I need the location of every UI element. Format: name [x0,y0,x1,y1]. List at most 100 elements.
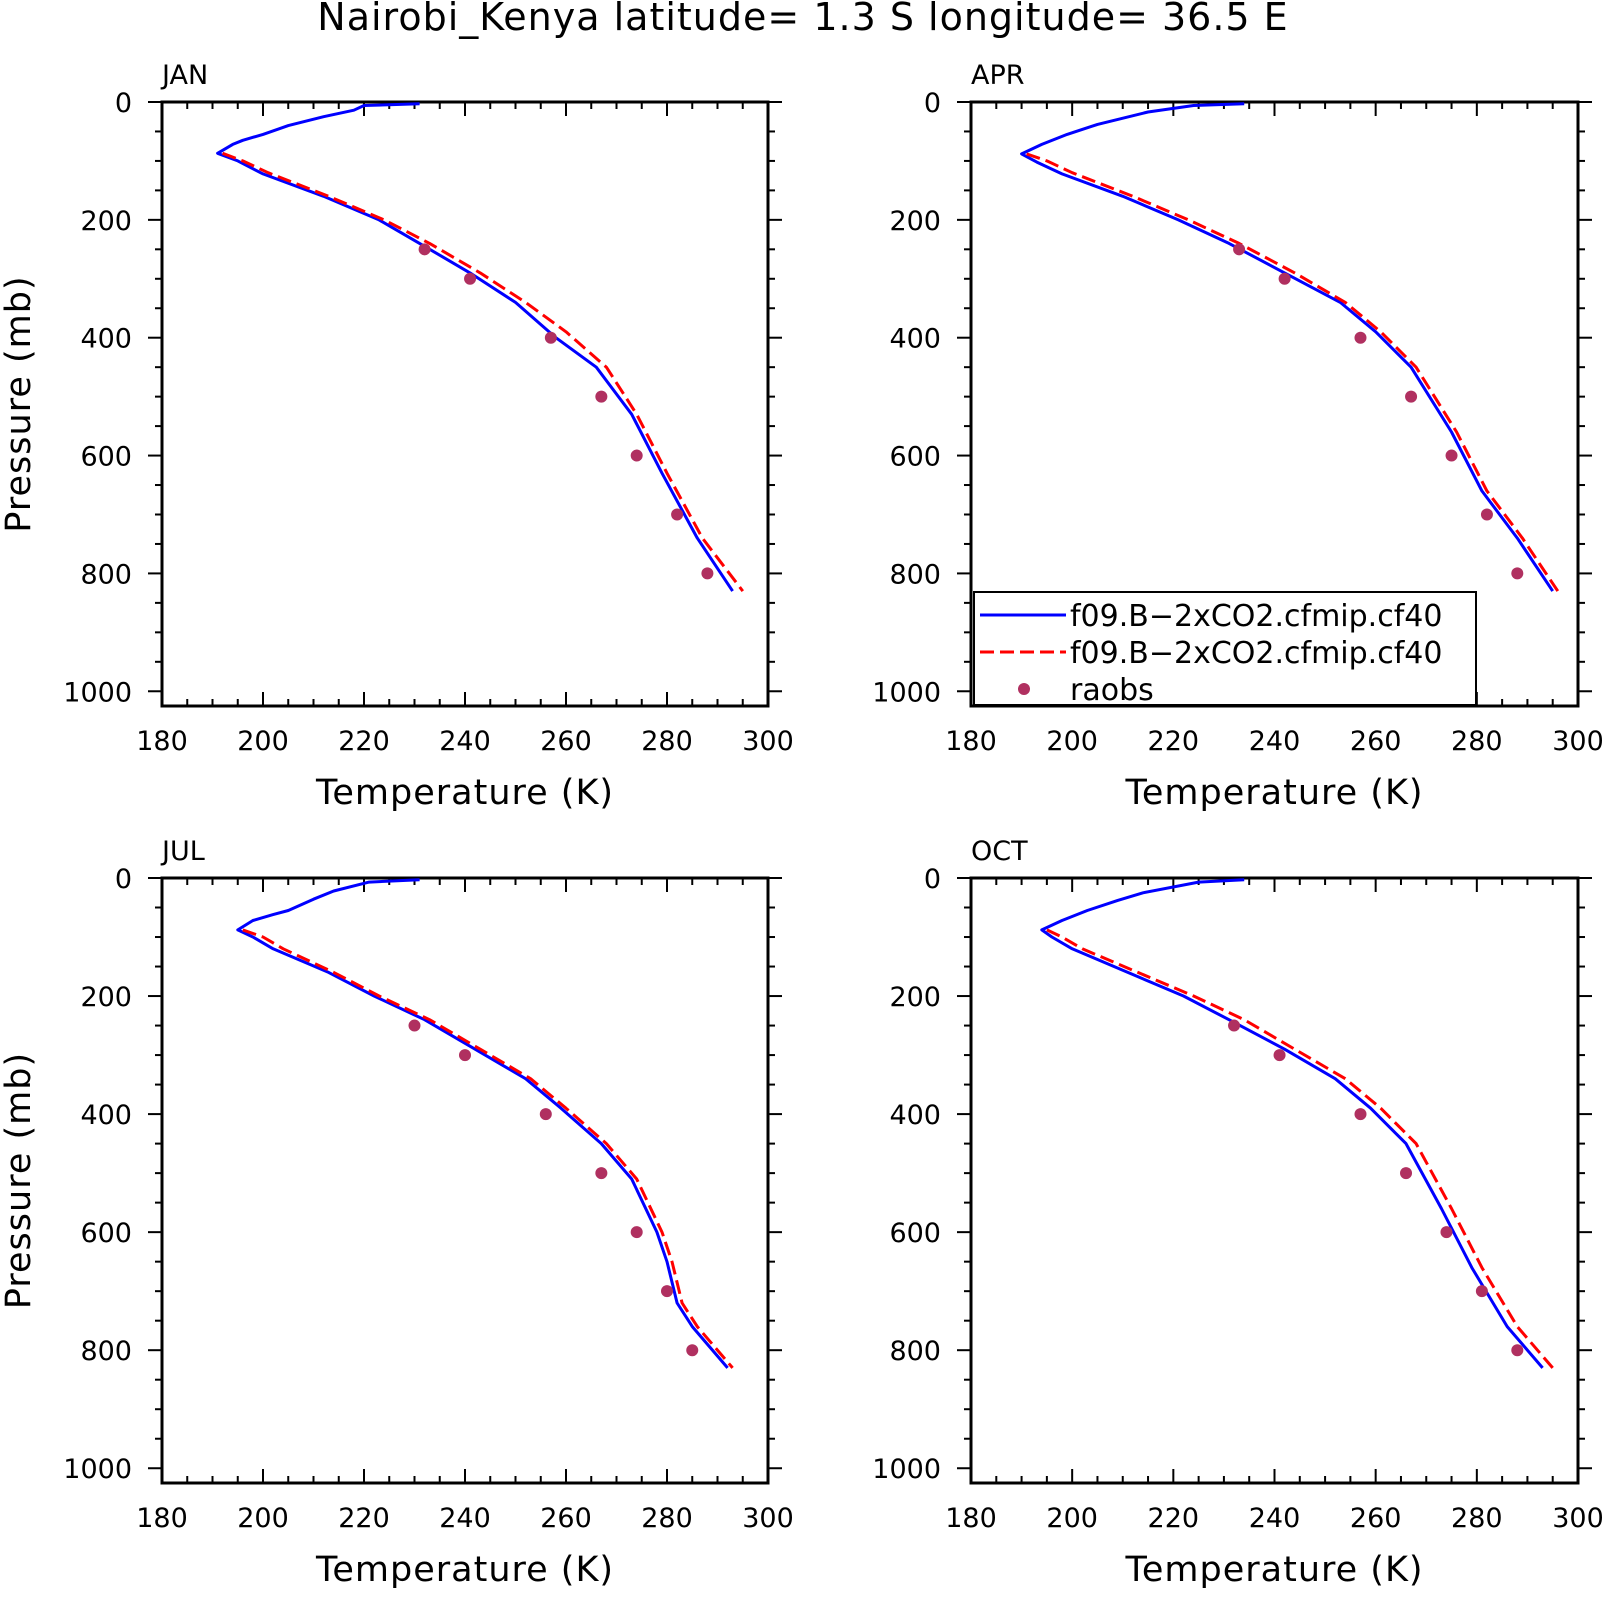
x-tick-label: 280 [641,726,693,757]
x-tick-label: 180 [945,726,997,757]
raobs-marker [544,331,557,344]
raobs-marker [661,1285,673,1298]
y-tick-label: 400 [80,324,132,355]
x-tick-label: 240 [1249,726,1301,757]
legend-marker [1018,683,1030,695]
x-tick-label: 300 [742,726,794,757]
raobs-marker [595,390,608,403]
legend-label: f09.B−2xCO2.cfmip.cf40 [1070,636,1442,671]
panel-label: JAN [160,60,208,91]
legend-label: raobs [1070,673,1154,708]
x-tick-label: 240 [439,726,491,757]
y-tick-label: 200 [80,206,132,237]
raobs-marker [1511,567,1524,580]
x-tick-label: 280 [1451,1503,1503,1534]
y-tick-label: 800 [80,1336,132,1367]
plot-frame [160,876,770,1485]
legend-label: f09.B−2xCO2.cfmip.cf40 [1070,599,1442,634]
raobs-marker [671,508,684,521]
raobs-marker [1475,1285,1488,1298]
raobs-marker [464,272,477,285]
x-tick-label: 240 [1249,1503,1301,1534]
raobs-marker [630,1226,643,1239]
raobs-marker [595,1167,608,1180]
series-line-dashed [1026,152,1560,592]
raobs-marker [1480,508,1493,521]
raobs-marker [418,243,431,256]
raobs-marker [1278,272,1291,285]
y-tick-label: 600 [80,442,132,473]
raobs-marker [1354,331,1367,344]
y-tick-label: 0 [924,864,941,895]
y-tick-label: 800 [889,559,941,590]
series-line-solid [1020,102,1554,592]
plot-frame [160,100,770,708]
y-tick-label: 400 [80,1100,132,1131]
x-tick-label: 200 [237,726,289,757]
raobs-marker [1440,1226,1453,1239]
x-tick-label: 260 [1350,1503,1402,1534]
raobs-marker [539,1108,552,1121]
panel-jan: 180 200 220 240 260 280 300 0 200 400 600 800 1000 Te… [0,60,794,813]
series-line-dashed [1046,928,1554,1369]
x-tick-label: 260 [540,726,592,757]
x-tick-label: 280 [1451,726,1503,757]
figure-title: Nairobi_Kenya latitude= 1.3 S longitude=… [317,0,1288,39]
y-tick-label: 200 [80,982,132,1013]
x-axis-title: Temperature (K) [1124,1550,1423,1590]
y-tick-label: 1000 [63,677,132,708]
y-tick-label: 600 [889,442,941,473]
y-tick-label: 600 [889,1218,941,1249]
y-axis-title: Pressure (mb) [0,1052,39,1309]
raobs-marker [1273,1049,1286,1062]
series-line-dashed [222,151,744,593]
y-tick-label: 1000 [872,677,941,708]
x-tick-label: 280 [641,1503,693,1534]
panels: 180 200 220 240 260 280 300 0 200 400 600 800 1000 Te… [0,60,1604,1590]
x-tick-label: 220 [1148,1503,1200,1534]
raobs-marker [459,1049,471,1062]
y-tick-label: 200 [889,982,941,1013]
series-line-solid [216,102,734,592]
y-tick-label: 0 [924,88,941,119]
panel-label: JUL [160,836,205,867]
raobs-marker [686,1344,699,1357]
raobs-marker [1400,1167,1413,1180]
x-tick-label: 300 [1552,1503,1604,1534]
series-line-solid [1040,878,1544,1369]
panel-apr: 180 200 220 240 260 280 300 0 200 400 600 800 1000 Te… [872,60,1603,813]
y-tick-label: 400 [889,324,941,355]
y-tick-label: 0 [115,864,132,895]
x-tick-label: 200 [1046,1503,1098,1534]
raobs-marker [1228,1019,1241,1032]
raobs-marker [630,449,643,462]
x-tick-label: 300 [1552,726,1604,757]
x-tick-label: 220 [338,726,390,757]
x-tick-label: 180 [136,1503,188,1534]
raobs-marker [1354,1108,1367,1121]
y-tick-label: 200 [889,206,941,237]
raobs-marker [1511,1344,1524,1357]
raobs-marker [701,567,714,580]
legend-box [973,591,1477,706]
x-axis-title: Temperature (K) [315,773,614,813]
y-tick-label: 400 [889,1100,941,1131]
y-tick-label: 800 [889,1336,941,1367]
raobs-marker [1445,449,1458,462]
x-tick-label: 300 [742,1503,794,1534]
series-line-dashed [242,928,734,1369]
y-tick-label: 800 [80,559,132,590]
x-tick-label: 260 [1350,726,1402,757]
x-tick-label: 220 [1148,726,1200,757]
x-tick-label: 220 [338,1503,390,1534]
x-axis-title: Temperature (K) [315,1550,614,1590]
panel-label: OCT [971,836,1028,867]
x-tick-label: 180 [945,1503,997,1534]
raobs-marker [1233,243,1246,256]
panel-jul: 180 200 220 240 260 280 300 0 200 400 600 800 1000 Te… [0,836,794,1590]
raobs-marker [408,1019,421,1032]
raobs-marker [1405,390,1418,403]
x-tick-label: 240 [439,1503,491,1534]
panel-oct: 180 200 220 240 260 280 300 0 200 400 600 800 1000 Te… [872,836,1603,1590]
